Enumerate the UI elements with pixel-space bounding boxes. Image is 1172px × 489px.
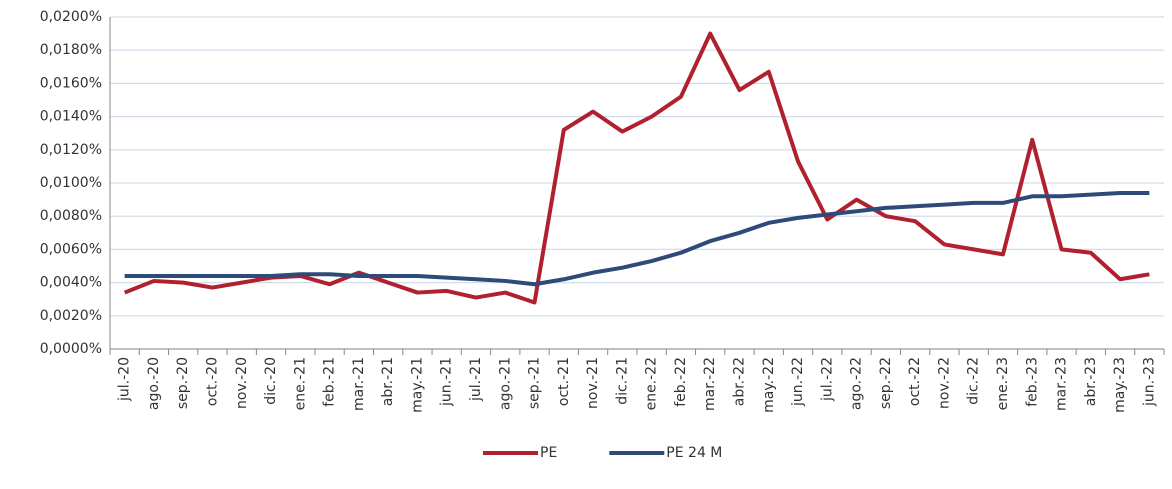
x-tick-label: jun.-23 [1141, 357, 1157, 407]
x-tick-label: abr.-21 [380, 357, 396, 406]
x-tick-label: may.-21 [409, 357, 425, 413]
x-tick-label: abr.-22 [731, 357, 747, 406]
y-tick-label: 0,0120% [40, 142, 102, 158]
x-tick-label: oct.-20 [204, 357, 220, 406]
x-tick-label: mar.-22 [702, 357, 718, 411]
x-tick-label: mar.-21 [351, 357, 367, 411]
legend-label: PE 24 M [666, 445, 722, 461]
x-tick-label: ago.-22 [849, 357, 865, 410]
x-tick-label: ene.-21 [292, 357, 308, 410]
x-tick-label: ago.-20 [146, 357, 162, 410]
x-tick-label: jul.-21 [468, 357, 484, 402]
x-tick-label: oct.-21 [556, 357, 572, 406]
y-tick-label: 0,0000% [40, 341, 102, 357]
x-tick-label: nov.-20 [234, 357, 250, 409]
x-tick-label: sep.-21 [527, 357, 543, 409]
x-tick-label: sep.-20 [175, 357, 191, 409]
x-tick-label: ene.-23 [995, 357, 1011, 410]
x-tick-label: jun.-22 [790, 357, 806, 407]
x-tick-label: dic.-20 [263, 357, 279, 405]
y-tick-label: 0,0140% [40, 109, 102, 125]
y-tick-label: 0,0180% [40, 42, 102, 58]
y-tick-label: 0,0100% [40, 175, 102, 191]
x-tick-label: nov.-22 [936, 357, 952, 409]
x-tick-label: feb.-23 [1024, 357, 1040, 407]
x-tick-label: abr.-23 [1083, 357, 1099, 406]
y-tick-label: 0,0060% [40, 241, 102, 257]
series-line [124, 190, 1150, 287]
x-tick-label: feb.-21 [322, 357, 338, 407]
x-tick-label: oct.-22 [907, 357, 923, 406]
x-tick-label: may.-22 [761, 357, 777, 413]
x-tick-label: nov.-21 [585, 357, 601, 409]
x-tick-label: ene.-22 [644, 357, 660, 410]
y-tick-label: 0,0080% [40, 208, 102, 224]
y-tick-label: 0,0200% [40, 9, 102, 25]
series-line [123, 31, 1150, 305]
y-tick-label: 0,0160% [40, 75, 102, 91]
x-tick-label: may.-23 [1112, 357, 1128, 413]
x-tick-label: dic.-21 [614, 357, 630, 405]
x-tick-label: ago.-21 [497, 357, 513, 410]
y-tick-label: 0,0020% [40, 308, 102, 324]
x-tick-label: dic.-22 [966, 357, 982, 405]
legend-label: PE [540, 445, 557, 461]
y-tick-label: 0,0040% [40, 275, 102, 291]
x-tick-label: jul.-22 [819, 357, 835, 402]
x-tick-label: mar.-23 [1054, 357, 1070, 411]
x-tick-label: jun.-21 [439, 357, 455, 407]
x-tick-label: jul.-20 [117, 357, 133, 402]
x-tick-label: feb.-22 [673, 357, 689, 407]
x-tick-label: sep.-22 [878, 357, 894, 409]
